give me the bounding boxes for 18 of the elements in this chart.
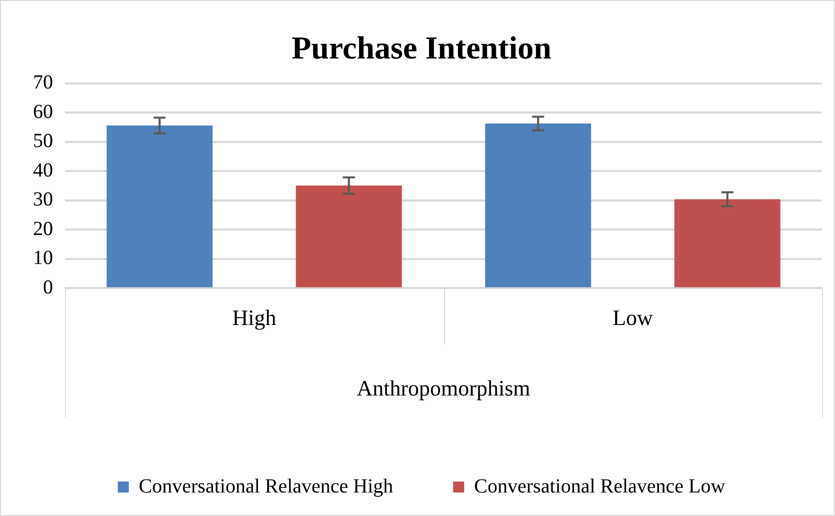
y-tick-label: 50 <box>33 130 53 152</box>
y-tick-label: 60 <box>33 100 53 123</box>
y-tick-label: 30 <box>33 188 53 211</box>
bar <box>296 186 402 288</box>
y-tick-label: 0 <box>43 276 53 298</box>
bar <box>106 126 213 288</box>
x-tick-label: Low <box>612 305 654 330</box>
y-tick-label: 10 <box>33 247 53 270</box>
chart-title: Purchase Intention <box>292 29 552 66</box>
x-axis-title: Anthropomorphism <box>356 376 530 401</box>
x-tick-label: High <box>232 305 276 330</box>
y-tick-label: 40 <box>33 159 53 182</box>
bar <box>485 123 592 288</box>
legend-label: Conversational Relavence Low <box>474 475 726 498</box>
y-tick-label: 70 <box>33 72 53 94</box>
legend-label: Conversational Relavence High <box>138 475 394 498</box>
y-tick-label: 20 <box>33 218 53 240</box>
bar <box>674 199 780 288</box>
